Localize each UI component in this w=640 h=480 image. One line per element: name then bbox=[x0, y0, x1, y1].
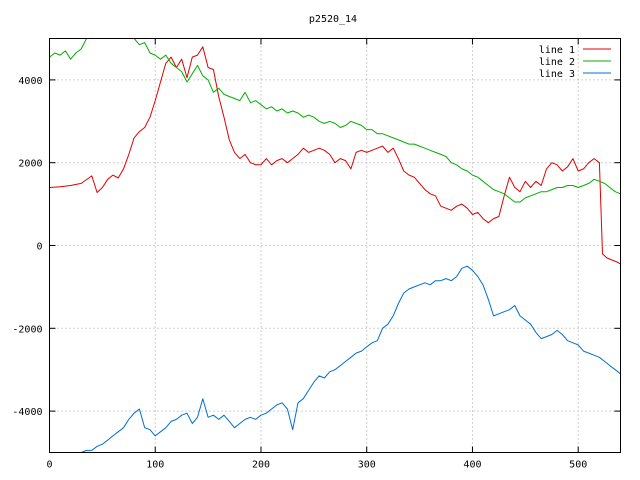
chart-title: p2520_14 bbox=[309, 14, 357, 25]
series-line-1 bbox=[49, 46, 621, 265]
legend-label-1: line 1 bbox=[539, 45, 575, 56]
y-tick-label: -4000 bbox=[12, 407, 42, 418]
series-line-2 bbox=[49, 38, 621, 203]
axis-ticks: 0 100 200 300 400 500 -4000 -2000 0 2000 4000 bbox=[12, 38, 621, 471]
x-tick-label: 400 bbox=[463, 460, 481, 471]
x-tick-label: 0 bbox=[46, 460, 52, 471]
y-tick-label: 0 bbox=[36, 242, 42, 253]
y-tick-label: -2000 bbox=[12, 324, 42, 335]
legend-label-2: line 2 bbox=[539, 57, 575, 68]
series-line-3 bbox=[81, 265, 621, 453]
series-group bbox=[49, 38, 621, 453]
x-tick-label: 300 bbox=[358, 460, 376, 471]
x-tick-label: 100 bbox=[146, 460, 164, 471]
plot-frame bbox=[49, 38, 621, 453]
x-tick-label: 500 bbox=[569, 460, 587, 471]
legend-label-3: line 3 bbox=[539, 69, 575, 80]
x-tick-label: 200 bbox=[252, 460, 270, 471]
y-tick-label: 2000 bbox=[18, 159, 42, 170]
grid-lines bbox=[49, 38, 621, 453]
y-tick-label: 4000 bbox=[18, 76, 42, 87]
